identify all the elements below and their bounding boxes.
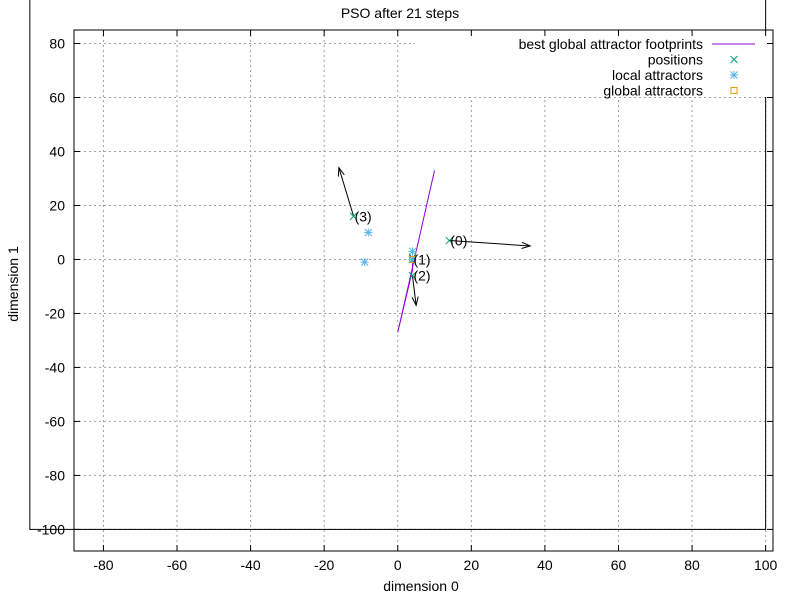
plot-frame — [73, 29, 774, 552]
particle-labels: (0) (1)(2) (3) — [355, 208, 468, 283]
position-marker — [445, 236, 454, 245]
search-boundary — [29, 0, 767, 530]
x-tick-label: -60 — [167, 557, 187, 573]
y-tick-label: -100 — [37, 521, 65, 537]
velocity-arrow-shaft — [449, 240, 531, 247]
legend-local-sample — [730, 71, 738, 79]
legend-position-sample — [730, 55, 738, 64]
grid — [74, 30, 773, 551]
boundary-rect — [29, 0, 767, 530]
velocity-arrow-head — [411, 296, 419, 307]
legend-label: best global attractor footprints — [519, 36, 703, 52]
x-tick-label: 100 — [754, 557, 778, 573]
legend-background — [415, 31, 772, 97]
y-tick-label: -40 — [45, 359, 65, 375]
y-tick-label: -60 — [45, 413, 65, 429]
y-tick-label: 60 — [49, 89, 65, 105]
global-attractor-marker — [408, 255, 416, 263]
y-tick-label: 0 — [57, 251, 65, 267]
marker-x-stroke — [408, 271, 417, 280]
legend-label: local attractors — [612, 67, 703, 83]
y-tick-label: -20 — [45, 305, 65, 321]
axis-ticks: -80 -60 -40 -20 0 20 40 60 80 100 -100 -80 -60 -40 -20… — [37, 30, 778, 573]
velocity-arrow-head — [337, 166, 345, 177]
marker-x-stroke — [445, 236, 454, 245]
particle-label: (2) — [413, 268, 430, 284]
x-axis-label: dimension 0 — [383, 578, 459, 594]
velocity-arrows — [337, 166, 532, 307]
y-tick-label: -80 — [45, 467, 65, 483]
y-tick-label: 80 — [49, 35, 65, 51]
x-tick-label: 40 — [537, 557, 553, 573]
legend-label: global attractors — [603, 83, 703, 99]
y-axis-label: dimension 1 — [5, 246, 21, 322]
legend-label: positions — [648, 52, 703, 68]
particle-label: (3) — [355, 208, 372, 224]
markers — [349, 212, 454, 280]
y-tick-label: 40 — [49, 143, 65, 159]
x-tick-label: -40 — [240, 557, 260, 573]
x-tick-label: 60 — [611, 557, 627, 573]
local-attractor-marker — [408, 247, 417, 256]
local-attractor-marker — [360, 258, 369, 267]
legend: best global attractor footprintsposition… — [519, 36, 755, 99]
velocity-arrow-shaft — [338, 167, 355, 217]
particle-label: (1) — [413, 251, 430, 267]
position-marker — [408, 271, 417, 280]
x-tick-label: 0 — [394, 557, 402, 573]
position-marker — [349, 212, 358, 221]
particle-label: (0) — [450, 233, 467, 249]
marker-x-stroke — [730, 55, 738, 64]
legend-global-sample — [730, 87, 738, 94]
velocity-arrow-head — [521, 241, 532, 249]
x-tick-label: -80 — [93, 557, 113, 573]
velocity-arrow-shaft — [411, 275, 417, 306]
x-tick-label: 80 — [684, 557, 700, 573]
y-tick-label: 20 — [49, 197, 65, 213]
chart-title: PSO after 21 steps — [341, 5, 459, 21]
x-tick-label: -20 — [314, 557, 334, 573]
local-attractor-marker — [364, 228, 373, 237]
x-tick-label: 20 — [464, 557, 480, 573]
marker-x-stroke — [349, 212, 358, 221]
